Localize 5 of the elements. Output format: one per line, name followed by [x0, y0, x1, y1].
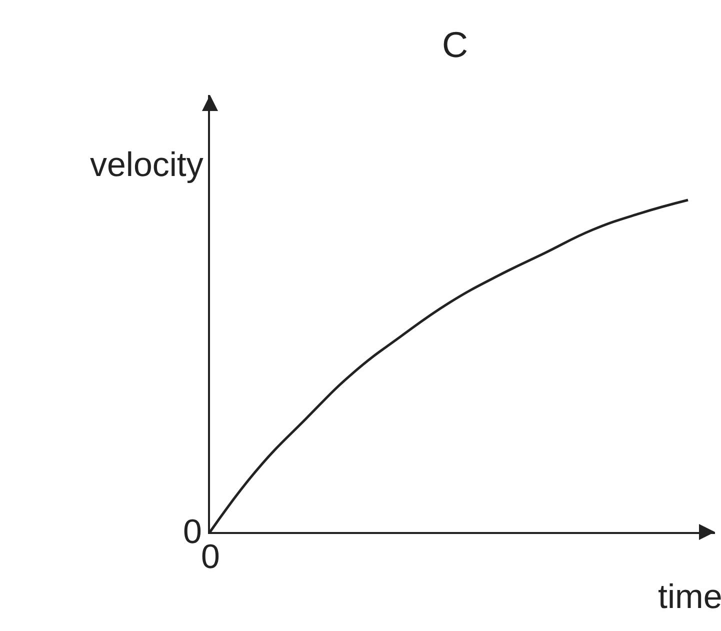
chart-title: C	[442, 24, 468, 65]
x-axis-title: time	[658, 578, 721, 616]
y-axis-title: velocity	[90, 146, 204, 184]
text: 0	[201, 538, 220, 576]
text: 0	[183, 513, 202, 551]
